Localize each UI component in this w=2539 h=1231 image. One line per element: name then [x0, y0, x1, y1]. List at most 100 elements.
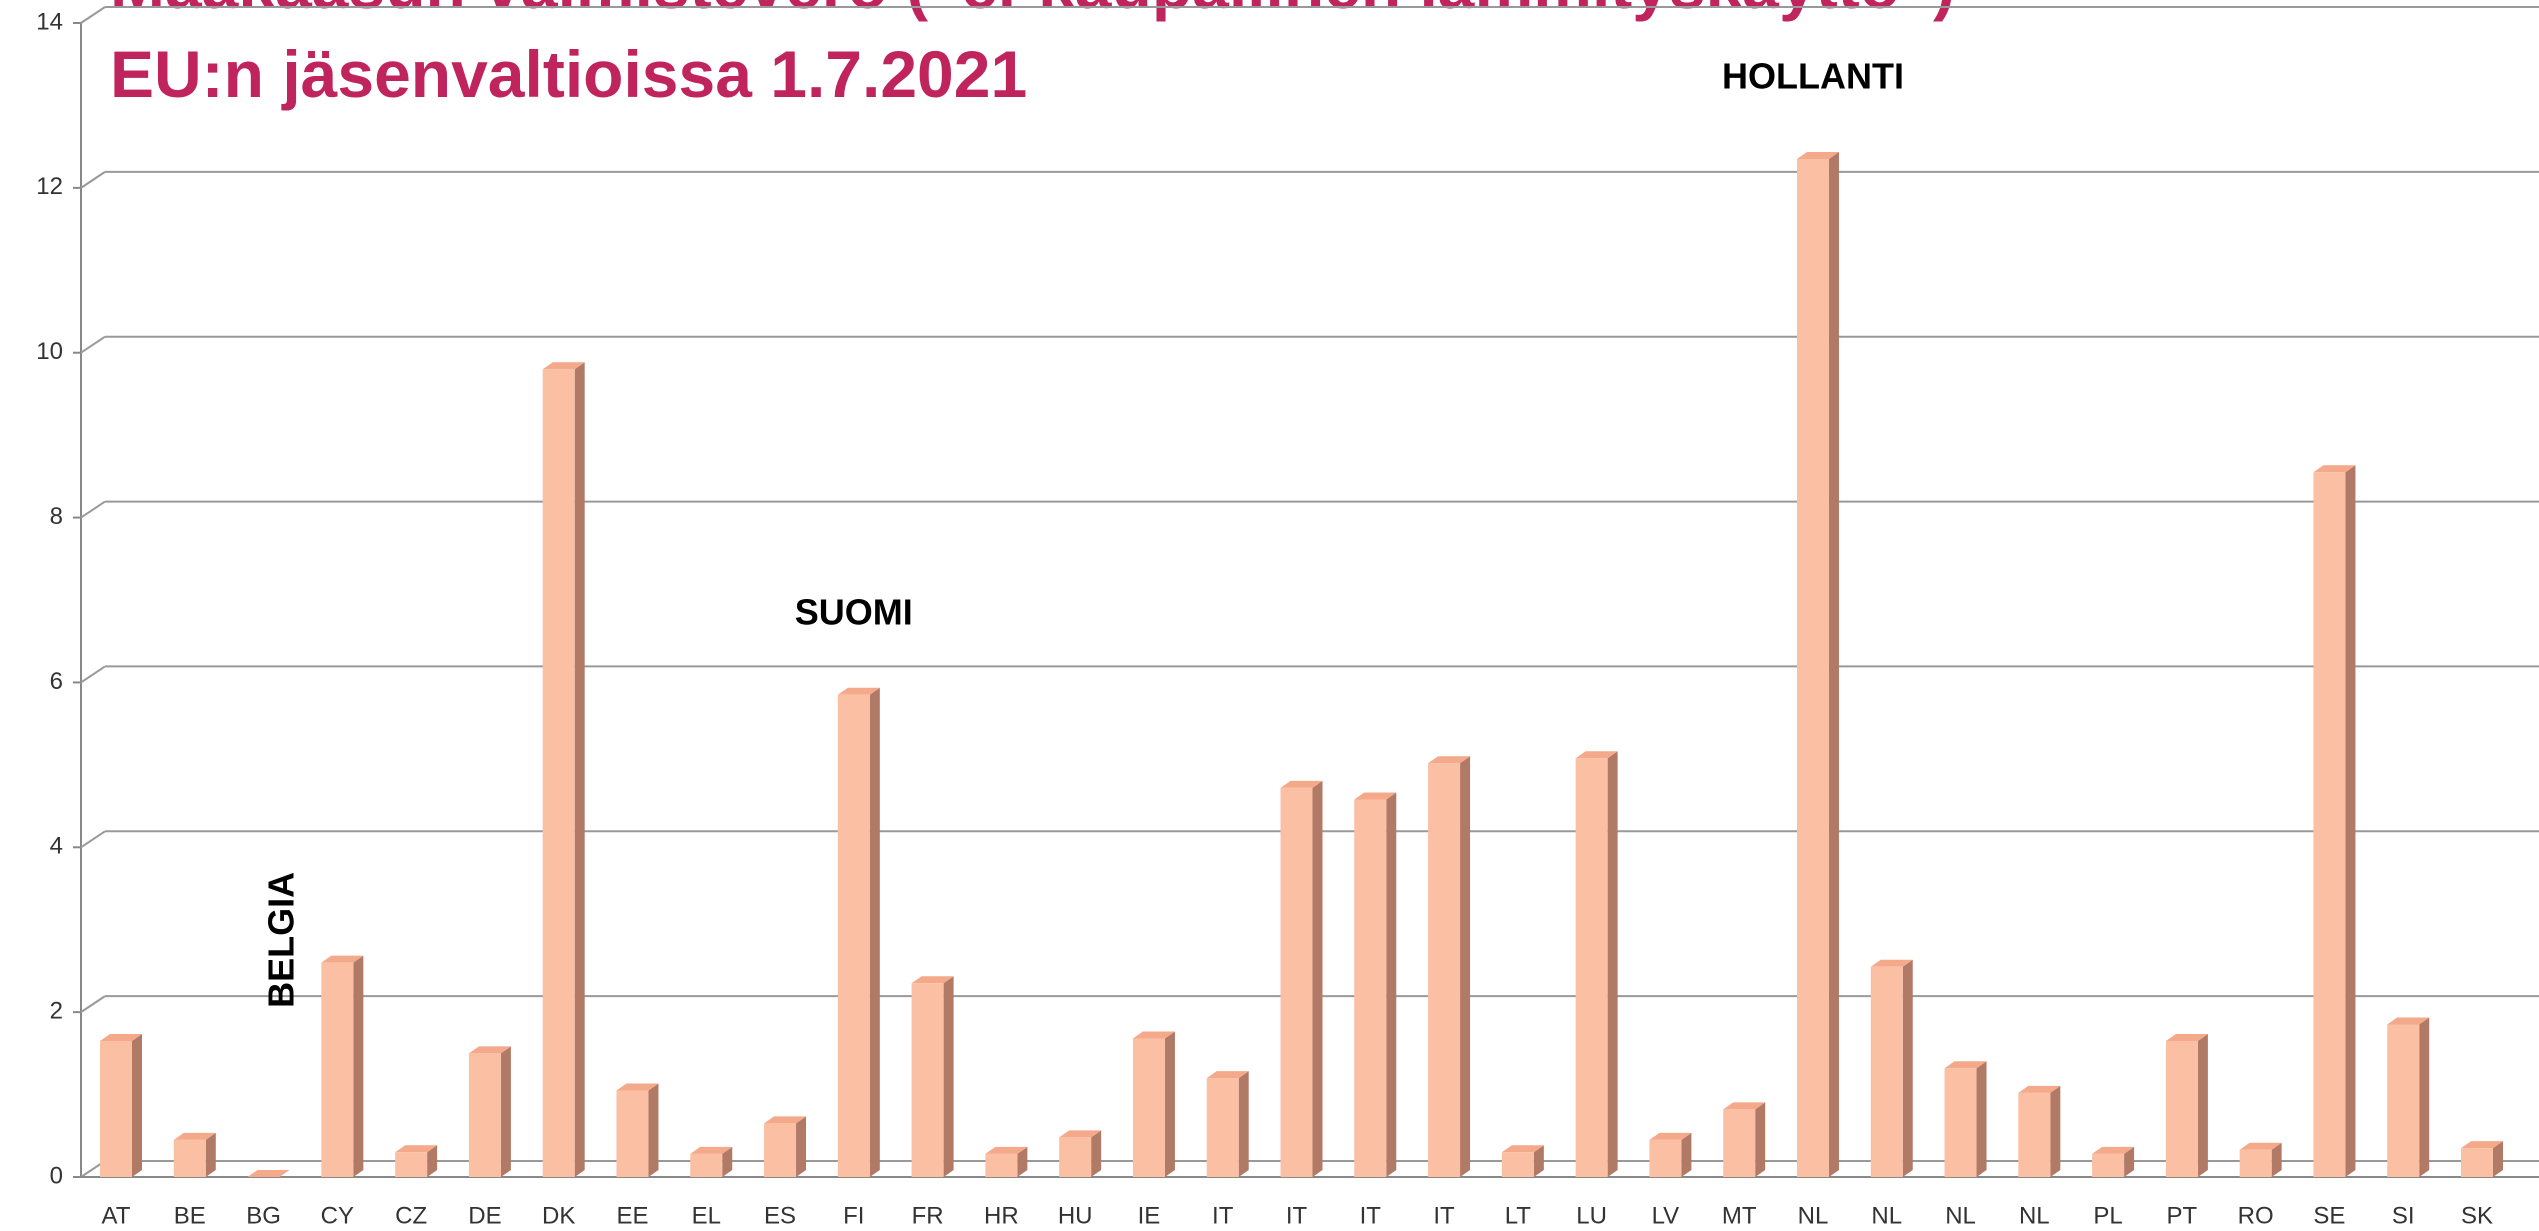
bar-side: [1902, 959, 1913, 1177]
annotation: HOLLANTI: [1722, 56, 1904, 97]
bar: [2313, 472, 2346, 1177]
bar-top: [1280, 780, 1323, 788]
bar: [468, 1053, 501, 1177]
x-tick-label: NL: [2019, 1202, 2050, 1229]
bar-top: [321, 955, 364, 963]
bar-top: [1575, 751, 1618, 759]
bar-side: [1533, 1145, 1544, 1177]
bar-top: [2387, 1017, 2430, 1025]
x-tick-label: SI: [2392, 1202, 2415, 1229]
bar: [690, 1153, 723, 1177]
x-tick-label: HR: [984, 1202, 1019, 1229]
y-tick-label: 0: [50, 1162, 63, 1189]
bar: [1870, 966, 1903, 1177]
bar-top: [911, 976, 954, 984]
bar-top: [395, 1145, 438, 1153]
grid-depth: [80, 6, 106, 24]
x-tick-label: DE: [468, 1202, 501, 1229]
bar-top: [1870, 959, 1913, 967]
bar: [321, 962, 354, 1177]
bar: [542, 369, 575, 1177]
grid-depth: [80, 171, 106, 189]
bar-side: [2345, 465, 2356, 1177]
bar-top: [1428, 756, 1471, 764]
bar-top: [1796, 152, 1839, 160]
bar-side: [132, 1033, 142, 1177]
bar: [1575, 758, 1608, 1177]
bar-side: [1755, 1102, 1766, 1177]
bar-top: [764, 1116, 807, 1124]
bar-side: [1238, 1071, 1249, 1177]
grid-depth: [80, 995, 106, 1013]
bar-side: [2271, 1142, 2282, 1177]
x-tick-label: MT: [1722, 1202, 1757, 1229]
bar-side: [1828, 152, 1839, 1178]
bar: [1059, 1137, 1092, 1177]
bar-side: [1091, 1130, 1102, 1177]
bar-side: [1976, 1061, 1987, 1177]
annotation: BELGIA: [260, 872, 301, 1008]
bar: [911, 983, 944, 1177]
bar: [2165, 1040, 2198, 1177]
x-tick-label: IT: [1286, 1202, 1308, 1229]
bar: [1649, 1139, 1682, 1177]
bar: [2461, 1148, 2493, 1177]
bar-side: [2493, 1141, 2503, 1177]
grid-depth: [80, 830, 106, 849]
bar: [1428, 763, 1461, 1177]
bar-side: [2197, 1033, 2208, 1177]
bar-side: [1312, 780, 1323, 1177]
bar: [395, 1152, 428, 1177]
x-tick-label: SE: [2313, 1202, 2345, 1229]
bar: [1501, 1152, 1534, 1177]
bar-side: [353, 955, 364, 1177]
bar-top: [616, 1083, 659, 1091]
bar-side: [869, 687, 880, 1177]
bar-top: [837, 687, 880, 695]
x-tick-label: ES: [764, 1202, 796, 1229]
x-tick-label: SK: [2461, 1202, 2493, 1229]
bar: [100, 1040, 132, 1177]
bar-side: [1681, 1132, 1692, 1177]
bar-side: [1386, 792, 1397, 1177]
y-tick-label: 8: [50, 503, 63, 530]
bar: [2092, 1153, 2125, 1177]
bar-top: [247, 1170, 290, 1177]
bar: [1280, 787, 1313, 1177]
bar-top: [173, 1132, 216, 1140]
bar-top: [2239, 1142, 2282, 1150]
bar-side: [205, 1132, 216, 1177]
bar: [1723, 1109, 1756, 1177]
bar-top: [1132, 1031, 1175, 1039]
x-tick-label: EE: [616, 1202, 648, 1229]
x-tick-label: CY: [321, 1202, 354, 1229]
bar-top: [468, 1046, 511, 1054]
bar-top: [690, 1146, 733, 1154]
chart-title: EU:n jäsenvaltioissa 1.7.2021: [110, 37, 1027, 111]
y-tick-label: 12: [36, 173, 63, 200]
bar: [837, 694, 870, 1177]
bar: [1944, 1068, 1977, 1177]
bar-top: [2461, 1141, 2503, 1149]
bar-side: [1164, 1031, 1175, 1177]
x-tick-label: NL: [1871, 1202, 1902, 1229]
bar: [764, 1123, 797, 1177]
y-tick-label: 6: [50, 668, 63, 695]
bar: [1354, 799, 1387, 1177]
bar-side: [943, 976, 954, 1177]
bar-top: [1501, 1145, 1544, 1153]
bar-side: [500, 1046, 511, 1177]
grid-depth: [80, 665, 106, 684]
bar-side: [796, 1116, 807, 1177]
bar: [2239, 1149, 2272, 1177]
x-tick-label: IT: [1360, 1202, 1382, 1229]
bar-top: [1944, 1061, 1987, 1069]
bar-top: [985, 1146, 1028, 1154]
bar-side: [427, 1145, 438, 1177]
y-tick-label: 10: [36, 338, 63, 365]
grid-depth: [80, 500, 106, 519]
x-tick-label: FR: [912, 1202, 944, 1229]
bar-side: [1017, 1146, 1028, 1177]
bar-top: [2018, 1085, 2061, 1093]
